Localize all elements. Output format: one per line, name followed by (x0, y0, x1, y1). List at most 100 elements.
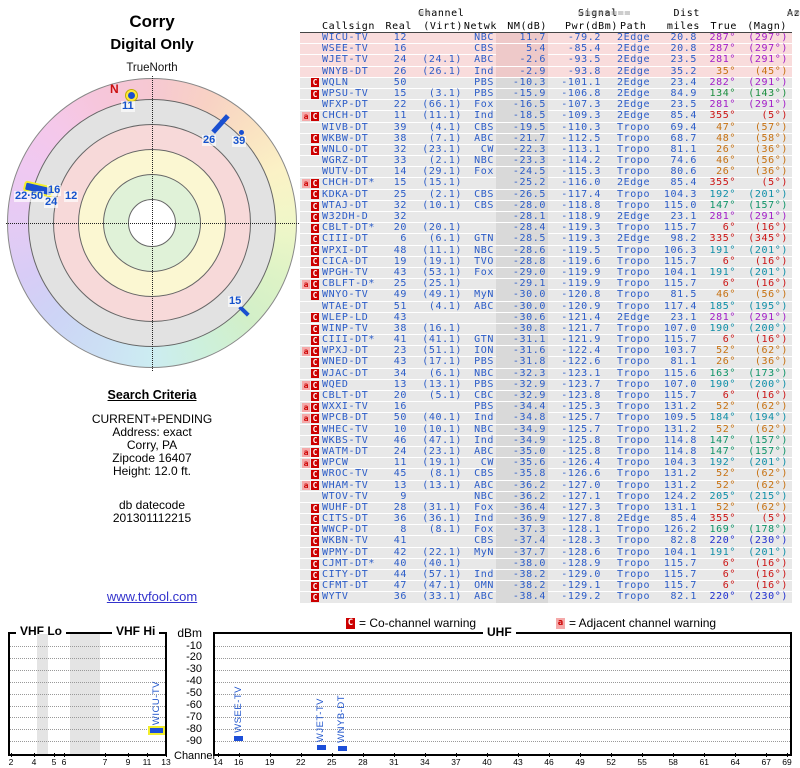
cell-pwr: -119.9 (561, 266, 601, 278)
table-row: WNYB-DT 26 (26.1) Ind -2.9 -93.8 2Edge 35.2 35° (… (300, 65, 792, 77)
cell-azimuth-true: 52° (716, 501, 736, 513)
search-criteria-block: Search Criteria CURRENT+PENDING Address:… (32, 389, 272, 525)
channel-tick-label: 4 (31, 757, 37, 767)
cell-azimuth-magn: (201°) (748, 244, 788, 256)
row-warning-flags: C (300, 89, 322, 99)
cell-real: 43 (393, 356, 407, 368)
cell-pwr: -128.1 (561, 524, 601, 536)
cell-pwr: -123.8 (561, 390, 601, 401)
channel-tick-label: 25 (327, 757, 337, 767)
cell-nm: -19.5 (496, 122, 548, 133)
cell-azimuth-true: 205° (709, 490, 736, 502)
cell-path: Tropo (617, 390, 651, 401)
table-row: C WPXI-DT 48 (11.1) NBC -28.6 -119.5 Tropo 106.3… (300, 244, 792, 256)
cell-path: Tropo (617, 524, 651, 536)
row-warning-flags (300, 492, 322, 502)
cell-real: 42 (393, 546, 407, 558)
cell-azimuth-magn: (291°) (748, 99, 788, 111)
cell-callsign: WINP-TV (322, 322, 369, 334)
cell-pwr: -128.3 (561, 535, 601, 547)
channel-tick-label: 19 (264, 757, 275, 767)
cell-nm: -26.5 (496, 189, 548, 201)
dbm-gridline (10, 717, 165, 719)
cell-dist: 85.4 (670, 110, 697, 122)
cell-azimuth-magn: (297°) (748, 43, 788, 55)
table-row: C WPGH-TV 43 (53.1) Fox -29.0 -119.9 Tropo 104.1… (300, 266, 792, 279)
cell-azimuth-magn: (201°) (748, 546, 788, 558)
cell-path: Tropo (617, 289, 651, 301)
cell-nm: -23.3 (496, 155, 548, 167)
cell-pwr: -123.7 (561, 378, 601, 390)
col-header-real: Real (385, 21, 412, 32)
cell-azimuth-true: 191° (709, 244, 736, 256)
station-signal-bar (337, 745, 347, 751)
cell-dist: 68.7 (670, 132, 697, 144)
adjacent-channel-flag-icon: a (302, 402, 310, 412)
cell-netwk: ABC (474, 445, 494, 457)
dbm-gridline (10, 729, 165, 731)
table-row: C WKBW-DT 38 (7.1) ABC -21.7 -112.5 Tropo 68.7 48… (300, 132, 792, 145)
cell-real: 15 (393, 87, 407, 99)
cell-azimuth-magn: (36°) (754, 356, 788, 368)
cell-nm: -30.0 (496, 289, 548, 301)
cell-real: 25 (393, 188, 407, 200)
cell-path: 2Edge (617, 87, 651, 99)
dbm-gridline (10, 646, 165, 647)
true-north-label: TrueNorth (126, 62, 178, 74)
cell-nm: -34.4 (496, 401, 548, 413)
tvfool-link[interactable]: www.tvfool.com (106, 589, 198, 604)
cell-callsign: CBLT-DT (322, 390, 369, 401)
cell-azimuth-magn: (45°) (754, 65, 788, 77)
cell-netwk (464, 178, 496, 188)
cell-virt: (33.1) (422, 591, 462, 603)
cell-nm: -30.8 (496, 323, 548, 335)
table-row: WIVB-DT 39 (4.1) CBS -19.5 -110.3 Tropo 69.4 47°… (300, 122, 792, 133)
col-header-netwk: Netwk (463, 21, 497, 32)
co-channel-flag-icon: C (311, 425, 319, 435)
co-channel-flag-icon: C (311, 414, 319, 424)
channel-tickmark (735, 753, 737, 757)
table-row: a C CHCH-DT* 15 (15.1) -25.2 -116.0 2Edge 85.4 35… (300, 177, 792, 189)
co-channel-flag-icon: C (311, 503, 319, 513)
cell-real: 32 (393, 143, 407, 155)
cell-nm: -10.3 (496, 77, 548, 89)
cell-netwk: PBS (474, 87, 494, 99)
station-bar-label: WSEE-TV (232, 685, 244, 733)
cell-path: Tropo (617, 155, 651, 167)
north-n-label: N (110, 82, 119, 96)
row-warning-flags: C (300, 536, 322, 547)
cell-azimuth-true: 52° (716, 479, 736, 491)
co-channel-flag-icon: C (311, 201, 319, 211)
cell-azimuth-true: 6° (722, 334, 736, 346)
cell-path: Tropo (617, 457, 651, 469)
cell-virt: (10.1) (422, 423, 462, 435)
table-row: C WLEP-LD 43 -30.6 -121.4 2Edge 23.1 281° (291°) (300, 312, 792, 324)
channel-tickmark (34, 753, 35, 757)
cell-netwk (464, 223, 496, 233)
cell-netwk: GTN (474, 233, 494, 245)
cell-callsign: WWCP-DT (322, 524, 369, 536)
cell-netwk: ABC (474, 132, 494, 144)
radar-channel-label: 39 (232, 135, 247, 147)
channel-tickmark (549, 753, 551, 757)
cell-dist: 82.8 (670, 535, 697, 547)
cell-azimuth-true: 192° (709, 457, 736, 469)
cell-azimuth-true: 185° (709, 300, 736, 312)
table-row: a C WQED 13 (13.1) PBS -32.9 -123.7 Tropo 107.0 19… (300, 378, 792, 391)
dbm-tick-label: -40 (186, 675, 202, 688)
cell-path: 2Edge (617, 177, 651, 189)
table-row: C WTAJ-DT 32 (10.1) CBS -28.0 -118.8 Tropo 115.0… (300, 200, 792, 212)
cell-azimuth-true: 184° (709, 412, 736, 424)
cell-path: Tropo (617, 266, 651, 278)
channel-tickmark (786, 753, 788, 757)
cell-real: 38 (393, 132, 407, 144)
cell-azimuth-magn: (62°) (754, 423, 788, 435)
table-row: a C WPCW 11 (19.1) CW -35.6 -126.4 Tropo 104.3 192… (300, 457, 792, 469)
cell-azimuth-true: 355° (709, 513, 736, 525)
cell-pwr: -128.6 (561, 546, 601, 558)
cell-azimuth-magn: (291°) (748, 211, 788, 222)
channel-tick-label: 7 (102, 757, 108, 767)
cell-dist: 115.7 (663, 222, 697, 234)
